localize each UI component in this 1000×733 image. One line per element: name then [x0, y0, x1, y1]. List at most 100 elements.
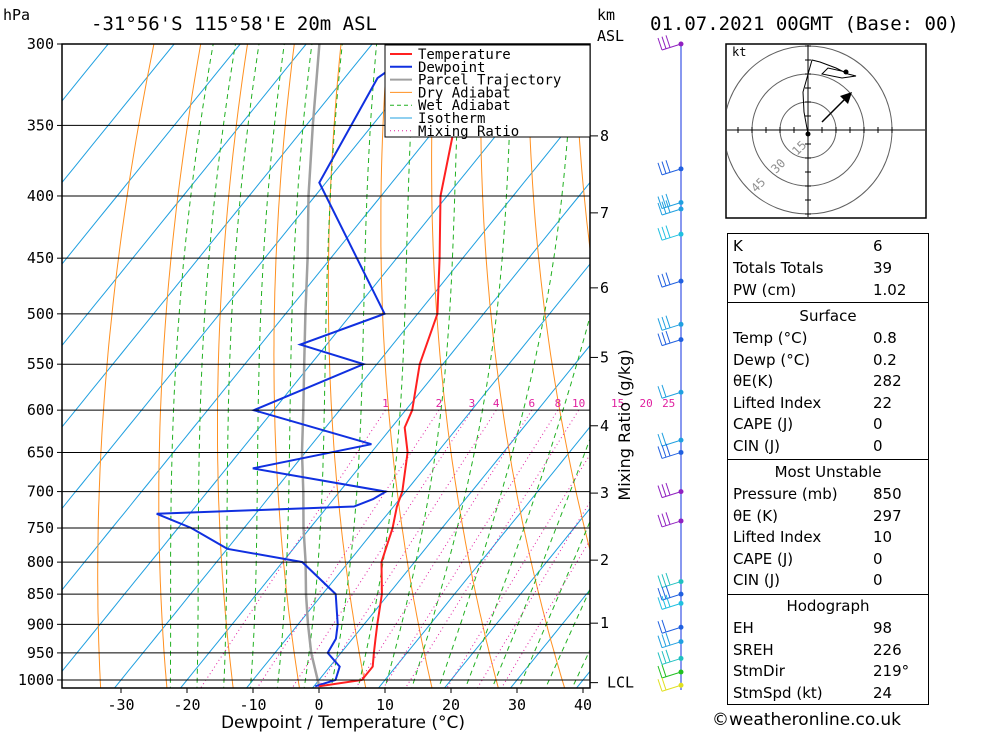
- wet-adiabat-line: [545, 588, 590, 688]
- pressure-tick-label: 450: [27, 249, 54, 267]
- wind-barb: [657, 272, 684, 288]
- stat-row-pw: PW (cm) 1.02: [733, 281, 907, 299]
- wet-adiabat-line: [276, 44, 313, 688]
- stat-row-totals: Totals Totals 39: [733, 259, 893, 277]
- pressure-tick-label: 950: [27, 644, 54, 662]
- stat-row-mu-pressure: Pressure (mb) 850: [733, 485, 902, 503]
- mixing-ratio-label: 6: [528, 397, 535, 410]
- wet-adiabat-line: [223, 44, 260, 688]
- isotherm-line: [62, 44, 109, 102]
- km-tick-label: 8: [600, 127, 609, 145]
- pressure-tick-label: 850: [27, 585, 54, 603]
- stat-row-stmspd: StmSpd (kt) 24: [733, 684, 893, 702]
- dry-adiabat-line: [158, 44, 202, 688]
- wind-barb: [657, 200, 684, 216]
- datetime-title: 01.07.2021 00GMT (Base: 00): [650, 13, 959, 35]
- mixing-ratio-label: 20: [639, 397, 652, 410]
- isotherm-line: [443, 507, 590, 688]
- wet-adiabat-line: [384, 44, 462, 688]
- location-title: -31°56'S 115°58'E 20m ASL: [91, 13, 377, 35]
- hodo-section-divider: [728, 594, 928, 595]
- mixing-ratio-label: 2: [436, 397, 443, 410]
- temperature-tick-label: -20: [173, 696, 200, 714]
- km-unit-label: km: [597, 6, 616, 24]
- stat-row-surface-li: Lifted Index 22: [733, 394, 893, 412]
- wind-barb: [657, 677, 684, 692]
- temperature-tick-label: 40: [574, 696, 592, 714]
- wind-barb: [657, 384, 684, 399]
- stat-row-mu-cape: CAPE (J) 0: [733, 550, 883, 568]
- isotherm-line: [62, 44, 505, 591]
- wet-adiabat-line: [303, 44, 343, 688]
- stat-row-surface-cape: CAPE (J) 0: [733, 415, 883, 433]
- wet-adiabat-line: [330, 44, 378, 688]
- wet-adiabat-line: [249, 44, 285, 688]
- mu-section-title: Most Unstable: [774, 463, 882, 481]
- wind-barb: [657, 512, 684, 528]
- mixing-ratio-label: 10: [572, 397, 585, 410]
- isotherm-line: [113, 100, 590, 688]
- mixing-ratio-label: 8: [555, 397, 562, 410]
- dry-adiabat-line: [97, 44, 155, 688]
- temperature-tick-label: 0: [314, 696, 323, 714]
- legend-item: Wet Adiabat: [418, 98, 511, 114]
- dry-adiabat-line: [996, 44, 1000, 701]
- isotherm-line: [245, 263, 590, 688]
- pressure-tick-label: 700: [27, 483, 54, 501]
- mixing-ratio-line: [256, 409, 440, 688]
- mixing-ratio-label: 25: [662, 397, 675, 410]
- wind-barb: [657, 664, 684, 679]
- stat-row-eh: EH 98: [733, 619, 893, 637]
- stat-row-sreh: SREH 226: [733, 641, 902, 659]
- dry-adiabat-line: [217, 44, 248, 688]
- stat-row-surface-thetae: θE(K) 282: [733, 372, 902, 390]
- wind-barb: [657, 585, 684, 601]
- mixing-ratio-axis-title: Mixing Ratio (g/kg): [615, 349, 634, 500]
- mixing-ratio-line: [291, 409, 473, 688]
- legend-item: Dry Adiabat: [418, 85, 511, 101]
- km-tick-label: 2: [600, 551, 609, 569]
- hodograph-unit-label: kt: [732, 45, 746, 59]
- legend-item: Dewpoint: [418, 60, 485, 76]
- pressure-tick-label: 400: [27, 187, 54, 205]
- wind-barb: [657, 330, 684, 347]
- mixing-ratio-line: [317, 409, 497, 688]
- temperature-tick-label: -10: [239, 696, 266, 714]
- km-tick-label: LCL: [607, 674, 634, 692]
- isotherm-line: [377, 426, 590, 688]
- dry-adiabat-line: [574, 44, 590, 253]
- asl-unit-label: ASL: [597, 27, 625, 45]
- stat-row-surface-cin: CIN (J) 0: [733, 437, 883, 455]
- hodo-section-title: Hodograph: [786, 597, 870, 615]
- wind-barb: [657, 315, 684, 331]
- dry-adiabat-line: [380, 44, 433, 688]
- pressure-tick-label: 550: [27, 355, 54, 373]
- isotherm-line: [509, 589, 590, 688]
- pressure-tick-label: 350: [27, 116, 54, 134]
- dry-adiabat-line: [480, 44, 566, 688]
- mixing-ratio-line: [404, 409, 580, 688]
- wind-barb: [657, 225, 684, 241]
- hodograph-trace: [802, 59, 857, 135]
- pressure-tick-label: 1000: [18, 671, 54, 689]
- temperature-tick-label: 30: [508, 696, 526, 714]
- wet-adiabat-line: [464, 314, 590, 688]
- km-tick-label: 4: [600, 417, 609, 435]
- series-dewpoint: [156, 44, 426, 688]
- isotherm-line: [62, 44, 241, 265]
- temperature-tick-label: 10: [376, 696, 394, 714]
- wind-barb: [657, 35, 684, 51]
- pressure-tick-label: 750: [27, 519, 54, 537]
- isotherm-line: [62, 44, 307, 347]
- pressure-tick-label: 900: [27, 615, 54, 633]
- dry-adiabat-line: [273, 44, 300, 688]
- stat-row-stmdir: StmDir 219°: [733, 662, 910, 680]
- wind-barb: [657, 482, 684, 499]
- km-tick-label: 6: [600, 279, 609, 297]
- isotherm-line: [62, 44, 571, 673]
- copyright-text: ©weatheronline.co.uk: [712, 710, 902, 730]
- stat-row-mu-cin: CIN (J) 0: [733, 571, 883, 589]
